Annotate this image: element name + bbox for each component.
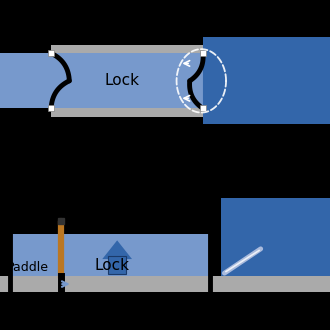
Bar bbox=[108, 256, 126, 274]
Bar bbox=[0, 53, 51, 109]
Polygon shape bbox=[203, 37, 206, 124]
Text: Lock: Lock bbox=[95, 258, 130, 273]
Bar bbox=[203, 37, 330, 124]
Bar bbox=[221, 198, 330, 277]
Text: Paddle: Paddle bbox=[7, 261, 49, 274]
Text: Lock: Lock bbox=[105, 73, 140, 88]
Polygon shape bbox=[102, 240, 132, 259]
Bar bbox=[10, 234, 210, 277]
Bar bbox=[108, 256, 126, 274]
Bar bbox=[200, 50, 206, 56]
Bar bbox=[0, 277, 330, 292]
Bar bbox=[51, 109, 203, 117]
Bar bbox=[51, 45, 203, 53]
Bar bbox=[200, 106, 206, 112]
Bar bbox=[51, 53, 203, 109]
Bar bbox=[48, 106, 54, 112]
Bar bbox=[48, 50, 54, 56]
